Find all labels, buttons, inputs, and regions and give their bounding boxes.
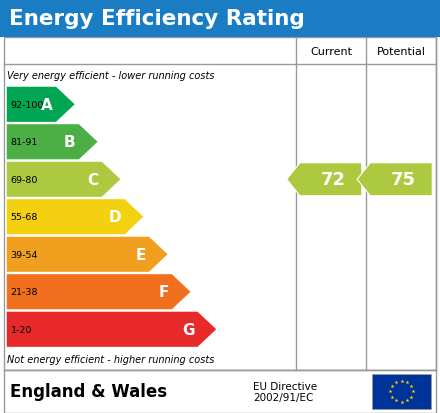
Polygon shape	[6, 124, 99, 161]
Bar	[0, 0, 440, 38]
Text: B: B	[64, 135, 76, 150]
Bar	[372, 374, 431, 409]
Text: Energy Efficiency Rating: Energy Efficiency Rating	[9, 9, 304, 29]
Text: EU Directive: EU Directive	[253, 381, 317, 391]
Bar	[4, 370, 436, 413]
Text: 72: 72	[320, 171, 345, 189]
Text: 55-68: 55-68	[11, 213, 38, 222]
Text: A: A	[41, 97, 53, 112]
Text: G: G	[182, 322, 194, 337]
Text: C: C	[87, 172, 99, 188]
Text: 2002/91/EC: 2002/91/EC	[253, 392, 313, 402]
Text: E: E	[135, 247, 146, 262]
Polygon shape	[6, 237, 169, 273]
Text: 39-54: 39-54	[11, 250, 38, 259]
Text: 92-100: 92-100	[11, 100, 44, 109]
Text: 1-20: 1-20	[11, 325, 32, 334]
Text: Current: Current	[310, 46, 352, 57]
Polygon shape	[357, 164, 432, 196]
Bar	[4, 38, 436, 370]
Text: 21-38: 21-38	[11, 287, 38, 297]
Polygon shape	[287, 164, 362, 196]
Text: Very energy efficient - lower running costs: Very energy efficient - lower running co…	[7, 71, 215, 81]
Polygon shape	[6, 274, 191, 310]
Text: Potential: Potential	[377, 46, 426, 57]
Text: D: D	[109, 210, 121, 225]
Text: 69-80: 69-80	[11, 176, 38, 184]
Text: F: F	[158, 285, 169, 299]
Polygon shape	[6, 199, 144, 235]
Text: England & Wales: England & Wales	[10, 382, 167, 400]
Polygon shape	[6, 311, 217, 348]
Polygon shape	[6, 87, 76, 123]
Text: 75: 75	[391, 171, 416, 189]
Polygon shape	[6, 162, 121, 198]
Text: 81-91: 81-91	[11, 138, 38, 147]
Text: Not energy efficient - higher running costs: Not energy efficient - higher running co…	[7, 354, 214, 364]
